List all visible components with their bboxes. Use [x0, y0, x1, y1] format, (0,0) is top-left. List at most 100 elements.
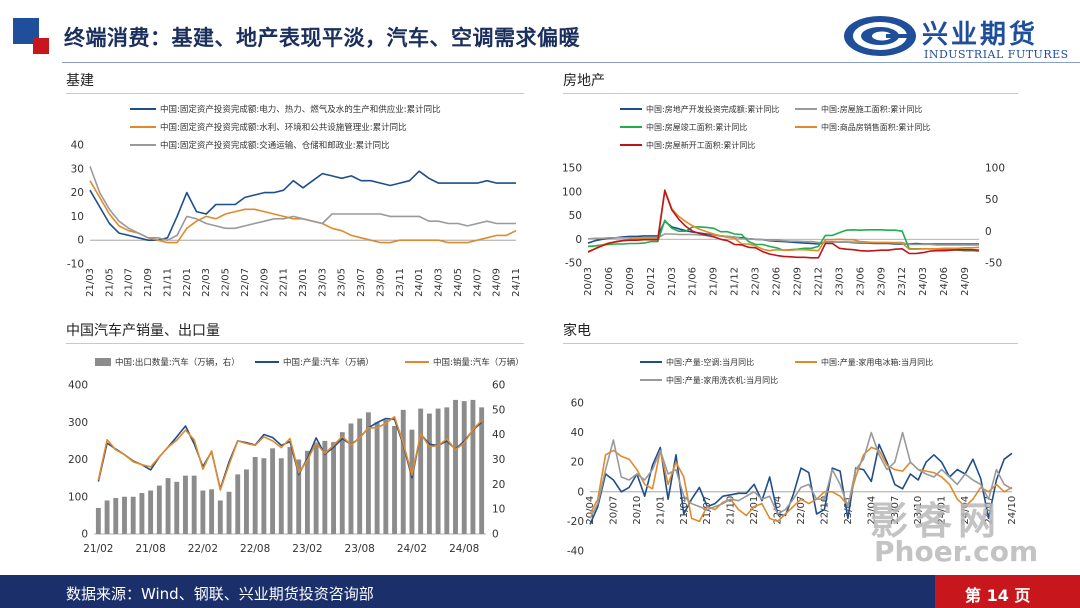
property-series-line-3 [587, 189, 980, 253]
appliance-xtick: 23/10 [913, 496, 924, 525]
appliance-xtick: 22/10 [819, 496, 830, 525]
property-xtick: 20/03 [583, 267, 594, 296]
auto-xtick: 24/02 [397, 543, 427, 555]
property-ytick-right: 50 [985, 194, 998, 206]
panel-rule-appliance [563, 343, 1018, 344]
property-legend-label: 中国:商品房销售面积:累计同比 [821, 122, 930, 132]
property-ytick-right: -50 [985, 258, 1002, 270]
panel-title-auto: 中国汽车产销量、出口量 [66, 323, 220, 339]
infra-legend-label: 中国:固定资产投资完成额:电力、热力、燃气及水的生产和供应业:累计同比 [160, 104, 441, 115]
property-xtick: 23/03 [834, 267, 845, 296]
property-xtick: 20/12 [646, 267, 657, 296]
auto-ytick-right: 0 [492, 529, 499, 541]
infra-xtick: 22/09 [259, 268, 270, 297]
auto-bar [374, 422, 380, 534]
appliance-legend-label: 中国:产量:空调:当月同比 [666, 357, 754, 367]
property-xtick: 20/06 [604, 267, 615, 296]
appliance-ytick: 20 [571, 457, 584, 469]
infra-xtick: 24/05 [453, 268, 464, 297]
infra-ytick: 30 [71, 163, 84, 175]
logo-text-en: INDUSTRIAL FUTURES [924, 48, 1069, 61]
auto-xtick: 21/08 [135, 543, 165, 555]
auto-bar [322, 440, 328, 534]
auto-xtick: 21/02 [83, 543, 113, 555]
auto-bar [191, 475, 197, 534]
property-xtick: 21/09 [709, 267, 720, 296]
watermark-cn: 影客网 [870, 499, 1003, 543]
infra-xtick: 21/07 [124, 268, 135, 297]
auto-series-line-2 [97, 415, 483, 491]
auto-bar [287, 447, 293, 534]
auto-bar [479, 407, 485, 534]
property-ytick: -50 [565, 258, 582, 270]
auto-bar [235, 474, 241, 534]
infra-xtick: 24/01 [414, 268, 425, 297]
infra-xtick: 24/11 [511, 268, 522, 297]
property-legend-label: 中国:房屋新开工面积:累计同比 [646, 140, 755, 150]
appliance-ytick: 0 [577, 486, 584, 498]
auto-bar [139, 493, 145, 534]
footer: 数据来源：Wind、钢联、兴业期货投资咨询部 第 14 页 [0, 575, 1080, 608]
auto-bar [453, 399, 458, 534]
property-legend-label: 中国:房屋竣工面积:累计同比 [646, 122, 747, 132]
auto-bar [270, 448, 276, 534]
infra-xtick: 23/03 [317, 268, 328, 297]
auto-ytick: 400 [68, 380, 88, 392]
auto-bar [409, 429, 415, 534]
logo-text-cn: 兴业期货 [922, 20, 1039, 50]
infra-xtick: 21/05 [104, 268, 115, 297]
company-logo: 兴业期货 INDUSTRIAL FUTURES [842, 12, 1072, 62]
auto-ytick-right: 50 [492, 404, 505, 416]
auto-bar [217, 500, 223, 534]
appliance-xtick: 22/07 [796, 496, 807, 525]
infra-xtick: 24/03 [434, 268, 445, 297]
auto-ytick: 200 [68, 454, 88, 466]
property-legend-label: 中国:房屋施工面积:累计同比 [821, 104, 922, 114]
logo-square-red [33, 38, 49, 54]
auto-bar [470, 399, 476, 534]
property-series-line-0 [587, 220, 979, 245]
infra-xtick: 21/09 [143, 268, 154, 297]
auto-xtick: 22/08 [240, 543, 270, 555]
appliance-ytick: -20 [567, 516, 584, 528]
infra-xtick: 22/11 [279, 268, 290, 297]
infra-legend-label: 中国:固定资产投资完成额:水利、环境和公共设施管理业:累计同比 [160, 122, 407, 133]
auto-bar [278, 458, 284, 534]
panel-rule-auto [66, 343, 524, 344]
appliance-legend-label: 中国:产量:家用洗衣机:当月同比 [666, 375, 778, 385]
auto-bar [418, 408, 424, 534]
logo-emblem-icon [844, 16, 916, 56]
watermark: 影客网 Phoer.com [866, 490, 1071, 570]
auto-bar [357, 418, 363, 534]
infra-xtick: 23/11 [395, 268, 406, 297]
property-series-line-4 [587, 190, 980, 259]
appliance-xtick: 21/01 [655, 496, 666, 525]
auto-bar [122, 496, 127, 534]
appliance-ytick: 40 [571, 427, 584, 439]
auto-bar [261, 458, 267, 534]
auto-bar [244, 469, 249, 534]
auto-bar [392, 425, 397, 534]
infra-xtick: 21/03 [85, 268, 96, 297]
auto-bar [331, 442, 336, 534]
auto-bar [365, 412, 371, 534]
property-xtick: 23/09 [876, 267, 887, 296]
auto-ytick-right: 10 [492, 504, 505, 516]
auto-legend-label: 中国:产量:汽车（万辆） [283, 357, 374, 368]
auto-xtick: 22/02 [188, 543, 218, 555]
auto-ytick: 100 [68, 491, 88, 503]
property-ytick-right: 0 [985, 226, 992, 238]
infra-xtick: 23/01 [298, 268, 309, 297]
appliance-xtick: 21/10 [726, 496, 737, 525]
auto-ytick-right: 30 [492, 454, 505, 466]
property-xtick: 22/03 [751, 267, 762, 296]
property-xtick: 21/12 [730, 267, 741, 296]
auto-ytick-right: 40 [492, 429, 505, 441]
appliance-series-line-0 [589, 443, 1013, 525]
appliance-xtick: 24/07 [984, 496, 995, 525]
auto-bar [348, 423, 354, 534]
panel-title-infra: 基建 [66, 73, 94, 89]
property-xtick: 24/09 [960, 267, 971, 296]
auto-bar [313, 443, 319, 534]
